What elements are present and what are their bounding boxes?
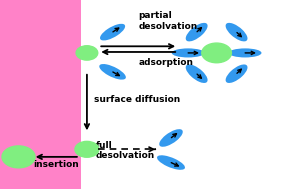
- Text: adsorption: adsorption: [138, 58, 193, 67]
- Text: surface diffusion: surface diffusion: [94, 95, 180, 104]
- Ellipse shape: [159, 129, 183, 147]
- Ellipse shape: [186, 23, 207, 41]
- Text: full
desolvation: full desolvation: [95, 141, 155, 160]
- Ellipse shape: [226, 64, 247, 83]
- Bar: [0, 0, 81, 189]
- Text: insertion: insertion: [33, 160, 79, 169]
- Ellipse shape: [100, 24, 125, 40]
- Ellipse shape: [172, 48, 205, 57]
- Circle shape: [2, 146, 35, 168]
- Ellipse shape: [157, 155, 185, 170]
- Circle shape: [75, 141, 99, 157]
- Circle shape: [202, 43, 231, 63]
- Ellipse shape: [186, 64, 207, 83]
- Ellipse shape: [226, 23, 247, 41]
- Circle shape: [76, 46, 98, 60]
- Ellipse shape: [99, 64, 126, 80]
- Ellipse shape: [229, 48, 262, 57]
- Text: partial
desolvation: partial desolvation: [138, 11, 198, 31]
